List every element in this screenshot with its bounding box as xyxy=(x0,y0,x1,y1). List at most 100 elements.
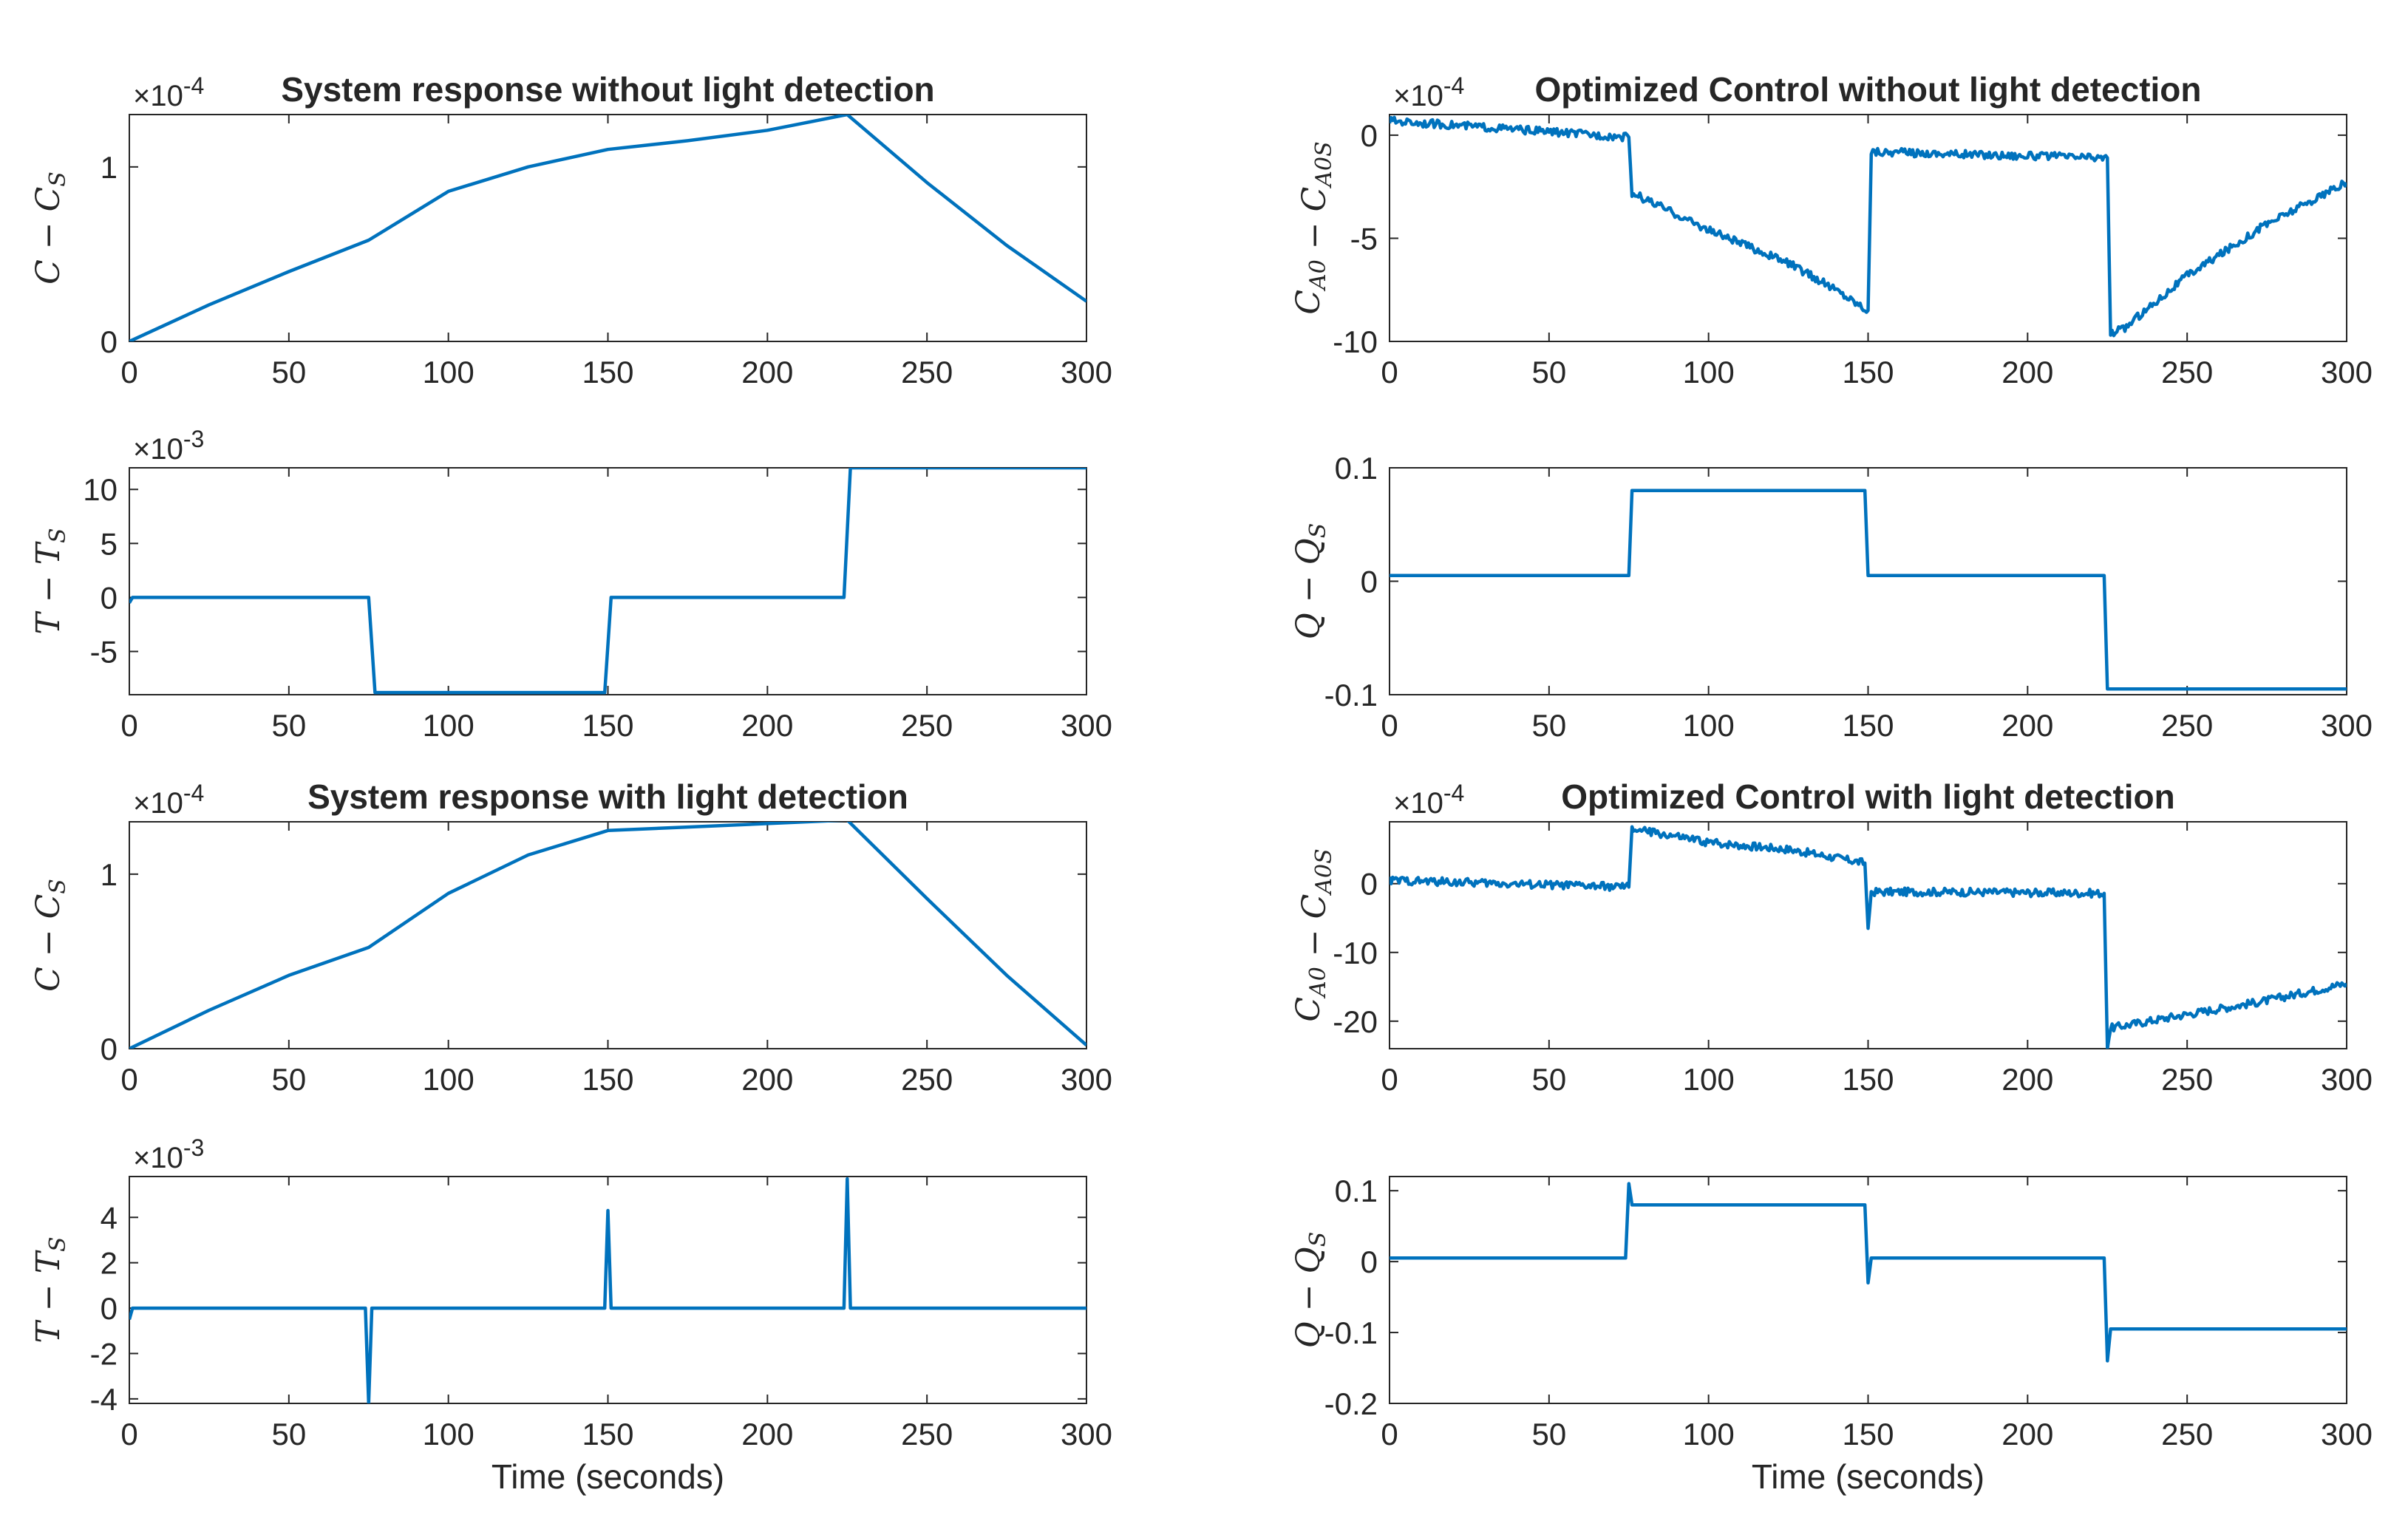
x-tick-label: 150 xyxy=(1842,1062,1894,1097)
x-tick-label: 300 xyxy=(1061,1417,1112,1451)
x-tick-label: 200 xyxy=(2001,355,2053,389)
y-axis-label: CA0 − CA0S xyxy=(1290,141,1337,314)
x-tick-label: 300 xyxy=(2321,708,2373,743)
x-tick-label: 50 xyxy=(1531,355,1566,389)
y-axis-label: Q − QS xyxy=(1290,1232,1331,1349)
x-tick-label: 0 xyxy=(120,1062,137,1097)
x-tick-label: 50 xyxy=(271,1062,306,1097)
x-tick-label: 200 xyxy=(741,708,793,743)
y-tick-label: -5 xyxy=(90,635,118,670)
x-tick-label: 100 xyxy=(423,1417,475,1451)
y-tick-label: -10 xyxy=(1333,936,1378,970)
x-tick-label: 50 xyxy=(271,708,306,743)
y-tick-label: 0.1 xyxy=(1335,451,1378,486)
x-tick-label: 0 xyxy=(120,708,137,743)
y-axis-label: T − TS xyxy=(30,528,71,634)
subplot-title: Optimized Control without light detectio… xyxy=(1534,70,2201,109)
x-tick-label: 250 xyxy=(2161,355,2213,389)
y-tick-label: -10 xyxy=(1333,324,1378,359)
x-tick-label: 250 xyxy=(901,355,953,389)
subplot-title: Optimized Control with light detection xyxy=(1561,777,2175,816)
x-tick-label: 150 xyxy=(1842,708,1894,743)
x-axis-label: Time (seconds) xyxy=(1752,1457,1984,1496)
axis-exponent: ×10-4 xyxy=(1393,72,1464,112)
x-tick-label: 250 xyxy=(901,1062,953,1097)
x-tick-label: 300 xyxy=(2321,1417,2373,1451)
x-tick-label: 250 xyxy=(2161,708,2213,743)
x-tick-label: 200 xyxy=(2001,708,2053,743)
x-tick-label: 150 xyxy=(582,1417,633,1451)
y-tick-label: 5 xyxy=(101,526,118,561)
y-tick-label: 0.1 xyxy=(1335,1174,1378,1208)
x-tick-label: 200 xyxy=(2001,1062,2053,1097)
y-axis-label: T − TS xyxy=(30,1236,71,1343)
x-tick-label: 100 xyxy=(423,708,475,743)
y-tick-label: 0 xyxy=(1361,867,1378,902)
axes-box xyxy=(1390,822,2347,1049)
y-tick-label: 1 xyxy=(101,857,118,892)
y-tick-label: -5 xyxy=(1350,221,1378,256)
y-tick-label: -4 xyxy=(90,1382,118,1417)
y-tick-label: -20 xyxy=(1333,1004,1378,1039)
y-axis-label: CA0 − CA0S xyxy=(1290,848,1337,1021)
axis-exponent: ×10-4 xyxy=(133,780,204,820)
y-tick-label: 0 xyxy=(1361,1245,1378,1279)
subplot-title: System response with light detection xyxy=(307,777,908,816)
x-tick-label: 150 xyxy=(1842,355,1894,389)
x-tick-label: 100 xyxy=(423,1062,475,1097)
x-tick-label: 300 xyxy=(1061,708,1112,743)
y-tick-label: -0.2 xyxy=(1324,1386,1378,1421)
subplot-p7: 0 50 100 150 200 250 300 -20 -10 0 ×10-4 Optimized … xyxy=(1290,777,2373,1097)
x-tick-label: 150 xyxy=(582,1062,633,1097)
x-tick-label: 50 xyxy=(1531,1062,1566,1097)
x-tick-label: 200 xyxy=(741,1062,793,1097)
y-tick-label: -0.1 xyxy=(1324,1315,1378,1350)
subplot-title: System response without light detection xyxy=(281,70,934,109)
x-tick-label: 250 xyxy=(901,1417,953,1451)
x-axis-label: Time (seconds) xyxy=(492,1457,724,1496)
x-tick-label: 250 xyxy=(901,708,953,743)
x-tick-label: 100 xyxy=(1683,355,1735,389)
axis-exponent: ×10-3 xyxy=(133,426,204,466)
x-tick-label: 150 xyxy=(582,708,633,743)
x-tick-label: 0 xyxy=(1381,708,1398,743)
y-axis-label: C − CS xyxy=(30,879,71,992)
x-tick-label: 300 xyxy=(2321,1062,2373,1097)
y-axis-label: C − CS xyxy=(30,171,71,285)
y-tick-label: 0 xyxy=(101,324,118,359)
x-tick-label: 100 xyxy=(1683,1062,1735,1097)
axes-box xyxy=(1390,468,2347,695)
x-tick-label: 0 xyxy=(1381,1062,1398,1097)
y-tick-label: 2 xyxy=(101,1246,118,1281)
axis-exponent: ×10-4 xyxy=(133,72,204,112)
x-tick-label: 100 xyxy=(1683,1417,1735,1451)
x-tick-label: 300 xyxy=(1061,355,1112,389)
y-tick-label: 0 xyxy=(1361,118,1378,153)
x-tick-label: 150 xyxy=(1842,1417,1894,1451)
x-tick-label: 250 xyxy=(2161,1417,2213,1451)
y-tick-label: 0 xyxy=(101,580,118,615)
axis-exponent: ×10-3 xyxy=(133,1134,204,1174)
axes-box xyxy=(1390,1177,2347,1403)
x-tick-label: 100 xyxy=(1683,708,1735,743)
y-tick-label: 10 xyxy=(83,472,118,507)
x-tick-label: 0 xyxy=(1381,355,1398,389)
x-tick-label: 0 xyxy=(120,1417,137,1451)
x-tick-label: 200 xyxy=(741,1417,793,1451)
x-tick-label: 50 xyxy=(271,1417,306,1451)
x-tick-label: 150 xyxy=(582,355,633,389)
x-tick-label: 250 xyxy=(2161,1062,2213,1097)
y-tick-label: -2 xyxy=(90,1336,118,1371)
x-tick-label: 100 xyxy=(423,355,475,389)
y-tick-label: 0 xyxy=(101,1032,118,1066)
axis-exponent: ×10-4 xyxy=(1393,780,1464,820)
y-axis-label: Q − QS xyxy=(1290,523,1331,640)
y-tick-label: 1 xyxy=(101,150,118,185)
